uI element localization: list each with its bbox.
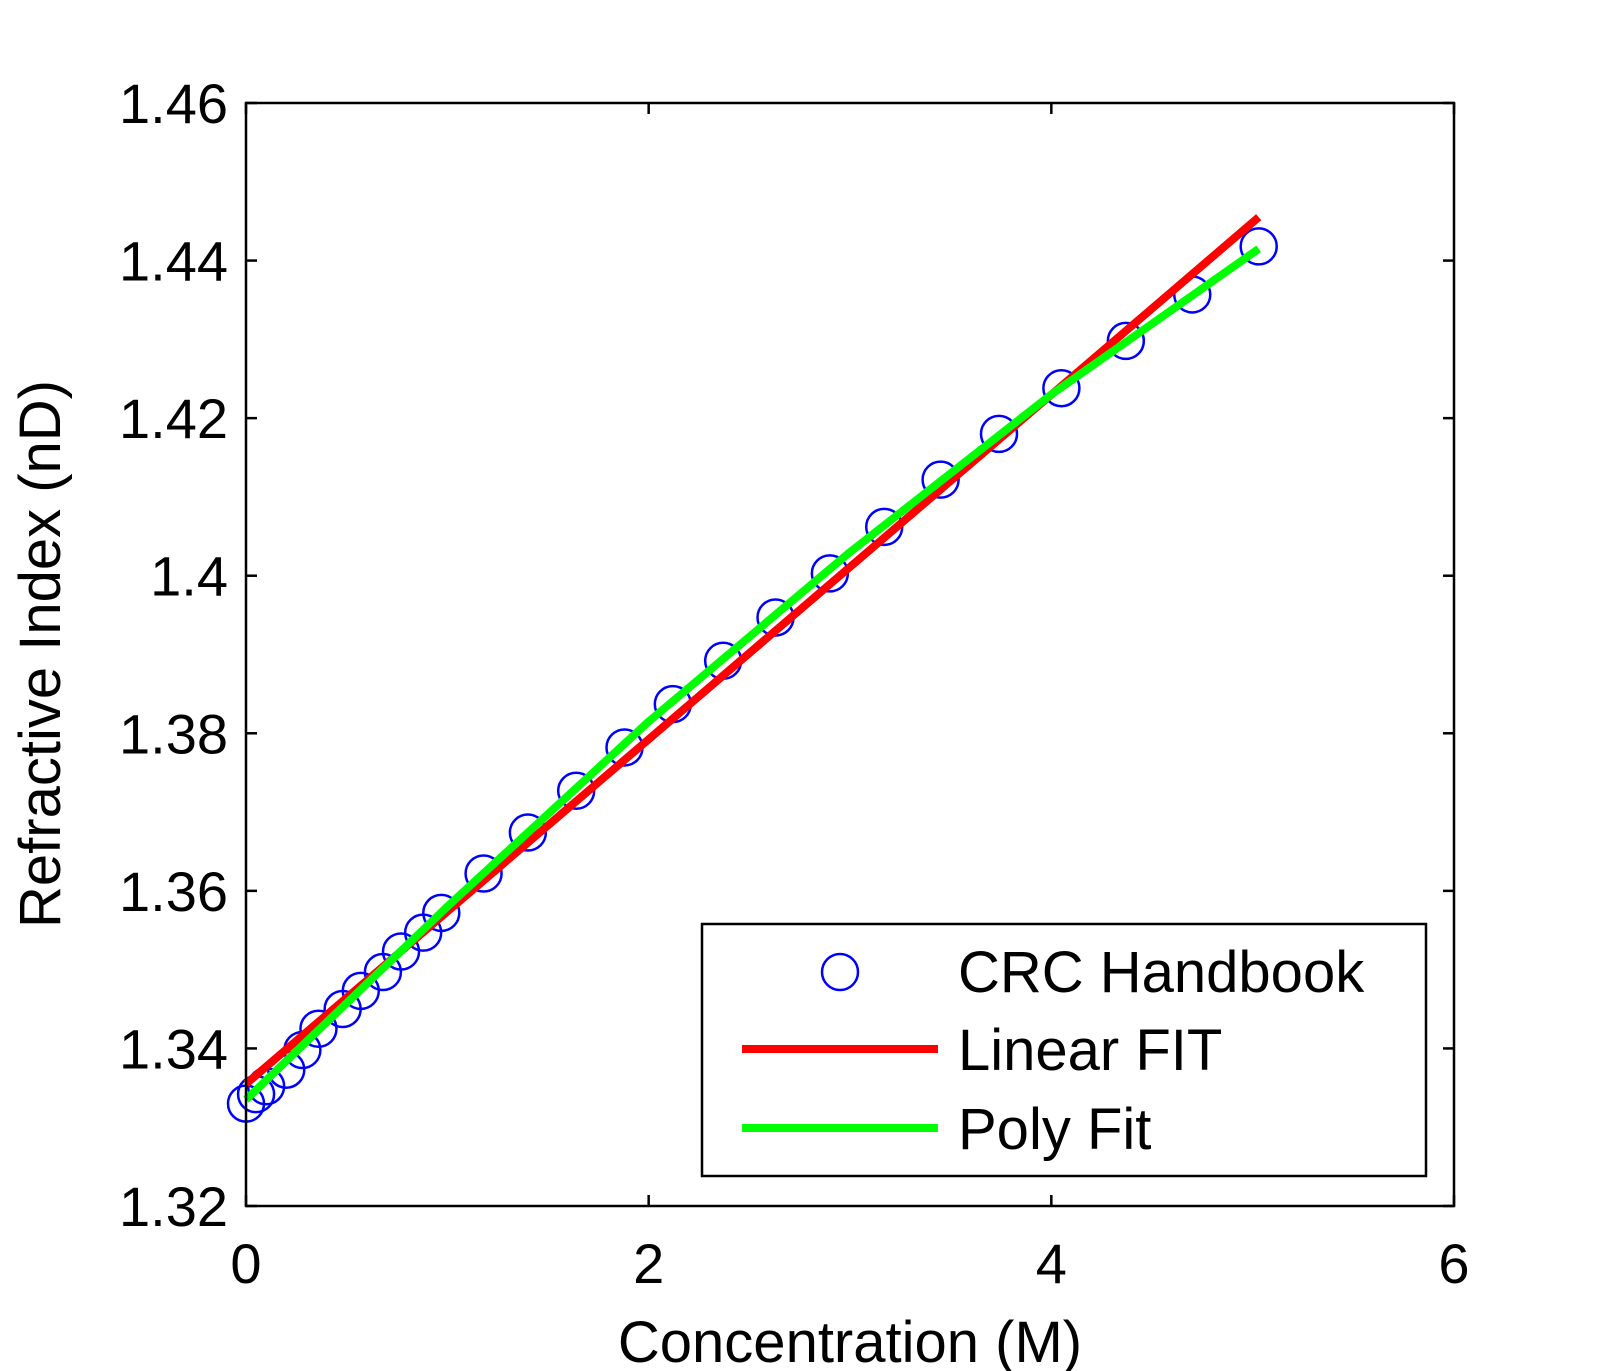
y-tick-label: 1.32 — [119, 1175, 228, 1238]
legend-label-poly-fit: Poly Fit — [958, 1097, 1151, 1162]
ticks-layer: 0 2 4 6 1.32 1.34 1.36 1.38 1.4 1.42 1.44 1.46 — [119, 72, 1470, 1295]
y-tick-label: 1.4 — [150, 545, 228, 608]
x-tick-label: 6 — [1438, 1232, 1469, 1295]
series-poly-fit — [243, 245, 1261, 1103]
y-tick-label: 1.42 — [119, 387, 228, 450]
y-tick-label: 1.34 — [119, 1017, 228, 1080]
y-tick-label: 1.46 — [119, 72, 228, 135]
y-tick-label: 1.38 — [119, 702, 228, 765]
data-point — [921, 460, 960, 499]
x-tick-label: 2 — [633, 1232, 664, 1295]
series-line-poly-fit — [243, 245, 1261, 1103]
data-point — [464, 854, 503, 893]
legend: CRC Handbook Linear FIT Poly Fit — [700, 922, 1428, 1178]
y-axis-title: Refractive Index (nD) — [8, 380, 73, 928]
legend-label-crc-handbook: CRC Handbook — [958, 940, 1365, 1005]
x-tick-label: 4 — [1036, 1232, 1067, 1295]
data-point — [422, 893, 461, 933]
data-point — [299, 1009, 338, 1048]
y-tick-label: 1.36 — [119, 860, 228, 923]
x-tick-label: 0 — [230, 1232, 261, 1295]
data-point — [979, 414, 1019, 454]
legend-marker-crc-handbook — [820, 952, 860, 992]
plot-frame — [244, 101, 1456, 1208]
data-point — [1239, 227, 1278, 266]
x-axis-title: Concentration (M) — [618, 1310, 1082, 1371]
data-point — [381, 932, 421, 971]
y-tick-label: 1.44 — [119, 230, 228, 293]
data-point — [1042, 368, 1081, 408]
legend-label-linear-fit: Linear FIT — [958, 1018, 1222, 1083]
data-point — [1106, 321, 1146, 361]
data-point — [341, 971, 381, 1011]
series-layer — [226, 214, 1278, 1123]
data-point — [508, 813, 548, 852]
